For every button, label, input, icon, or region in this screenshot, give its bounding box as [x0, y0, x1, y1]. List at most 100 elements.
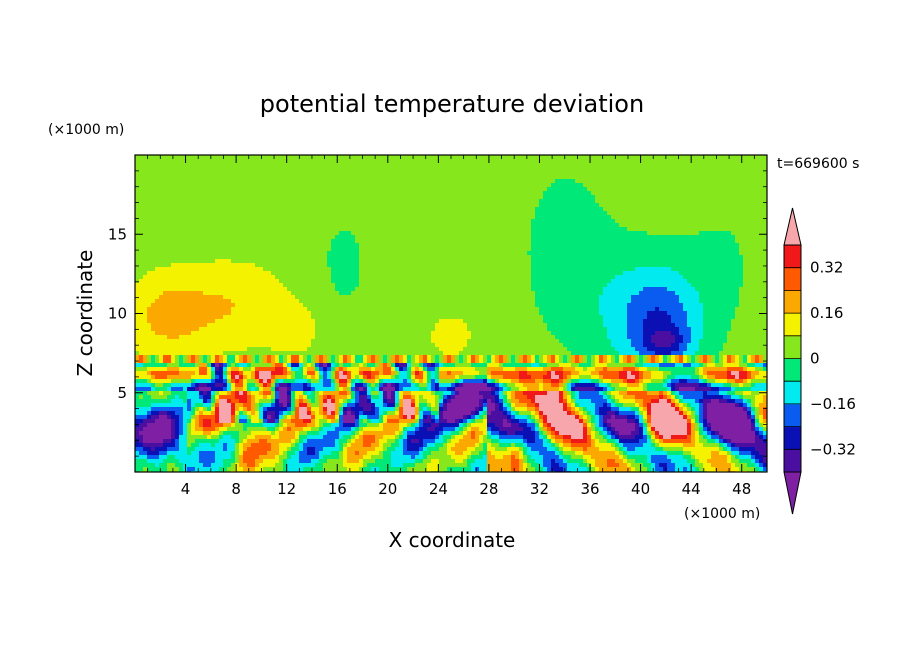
field-cell: [547, 263, 552, 268]
field-cell: [187, 159, 192, 164]
field-cell: [171, 215, 176, 220]
field-cell: [719, 215, 724, 220]
field-cell: [439, 207, 444, 212]
field-cell: [651, 227, 656, 232]
field-cell: [267, 183, 272, 188]
field-cell: [571, 267, 576, 272]
field-cell: [687, 167, 692, 172]
field-cell: [195, 171, 200, 176]
field-cell: [751, 203, 756, 208]
field-cell: [435, 183, 440, 188]
field-cell: [251, 159, 256, 164]
field-cell: [167, 235, 172, 240]
field-cell: [175, 171, 180, 176]
field-cell: [147, 207, 152, 212]
field-cell: [407, 235, 412, 240]
field-cell: [327, 195, 332, 200]
field-cell: [751, 175, 756, 180]
field-cell: [735, 219, 740, 224]
field-cell: [511, 243, 516, 248]
field-cell: [763, 235, 767, 240]
field-cell: [415, 235, 420, 240]
field-cell: [547, 271, 552, 276]
field-cell: [431, 247, 436, 252]
field-cell: [495, 211, 500, 216]
field-cell: [755, 243, 760, 248]
field-cell: [343, 231, 348, 236]
field-cell: [147, 235, 152, 240]
field-cell: [579, 211, 584, 216]
field-cell: [611, 227, 616, 232]
field-cell: [455, 175, 460, 180]
field-cell: [199, 251, 204, 256]
field-cell: [695, 239, 700, 244]
field-cell: [507, 263, 512, 268]
field-cell: [435, 259, 440, 264]
field-cell: [435, 203, 440, 208]
field-cell: [323, 199, 328, 204]
field-cell: [503, 187, 508, 192]
field-cell: [499, 227, 504, 232]
field-cell: [647, 211, 652, 216]
field-cell: [403, 159, 408, 164]
field-cell: [663, 271, 668, 276]
field-cell: [523, 183, 528, 188]
field-cell: [207, 187, 212, 192]
field-cell: [307, 275, 312, 280]
field-cell: [199, 167, 204, 172]
field-cell: [255, 179, 260, 184]
field-cell: [495, 203, 500, 208]
field-cell: [555, 215, 560, 220]
field-cell: [747, 227, 752, 232]
field-cell: [515, 223, 520, 228]
field-cell: [651, 187, 656, 192]
field-cell: [191, 243, 196, 248]
field-cell: [555, 163, 560, 168]
field-cell: [399, 163, 404, 168]
field-cell: [663, 171, 668, 176]
field-cell: [143, 171, 148, 176]
field-cell: [319, 211, 324, 216]
field-cell: [503, 155, 508, 160]
field-cell: [655, 191, 660, 196]
field-cell: [211, 191, 216, 196]
field-cell: [611, 243, 616, 248]
field-cell: [551, 155, 556, 160]
field-cell: [607, 247, 612, 252]
field-cell: [275, 271, 280, 276]
field-cell: [687, 223, 692, 228]
field-cell: [179, 179, 184, 184]
field-cell: [499, 231, 504, 236]
field-cell: [407, 195, 412, 200]
field-cell: [711, 163, 716, 168]
field-cell: [367, 263, 372, 268]
field-cell: [379, 183, 384, 188]
field-cell: [191, 255, 196, 260]
field-cell: [419, 279, 424, 284]
field-cell: [503, 159, 508, 164]
field-cell: [239, 171, 244, 176]
field-cell: [375, 207, 380, 212]
field-cell: [751, 171, 756, 176]
field-cell: [315, 267, 320, 272]
field-cell: [239, 263, 244, 268]
field-cell: [611, 215, 616, 220]
field-cell: [283, 231, 288, 236]
field-cell: [303, 211, 308, 216]
field-cell: [687, 243, 692, 248]
field-cell: [515, 279, 520, 284]
field-cell: [707, 191, 712, 196]
field-cell: [263, 207, 268, 212]
field-cell: [607, 171, 612, 176]
field-cell: [687, 179, 692, 184]
field-cell: [719, 259, 724, 264]
field-cell: [347, 155, 352, 160]
field-cell: [383, 179, 388, 184]
field-cell: [399, 271, 404, 276]
field-cell: [543, 207, 548, 212]
field-cell: [691, 227, 696, 232]
field-cell: [547, 259, 552, 264]
field-cell: [223, 171, 228, 176]
field-cell: [303, 163, 308, 168]
field-cell: [271, 239, 276, 244]
